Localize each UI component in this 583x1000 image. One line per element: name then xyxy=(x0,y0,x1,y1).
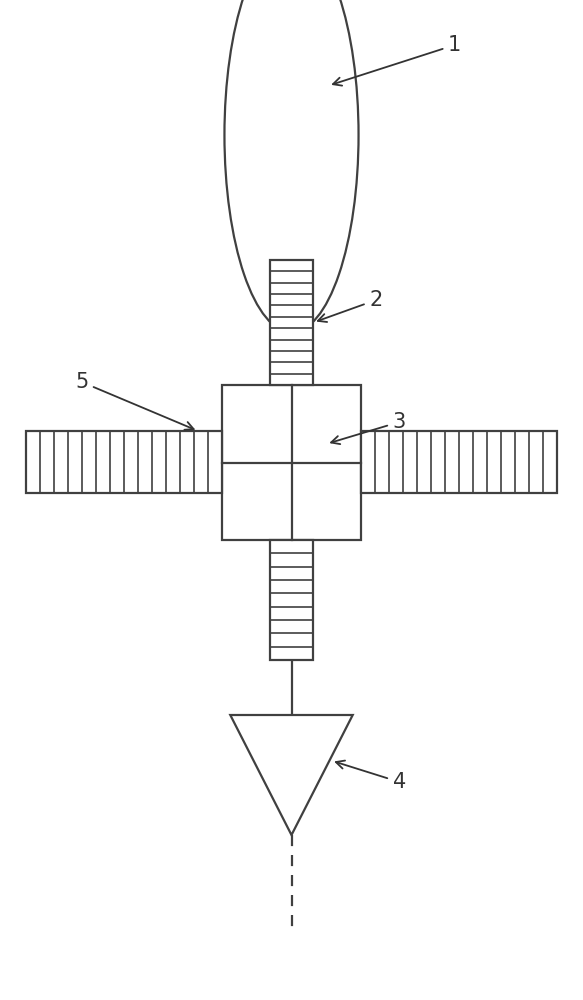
Bar xyxy=(361,431,557,493)
Text: 5: 5 xyxy=(75,372,194,430)
Bar xyxy=(269,540,313,660)
Polygon shape xyxy=(230,715,353,835)
Ellipse shape xyxy=(224,0,359,332)
Bar xyxy=(222,385,361,540)
Bar xyxy=(269,260,313,385)
Text: 1: 1 xyxy=(333,35,461,86)
Text: 4: 4 xyxy=(336,761,406,792)
Bar xyxy=(26,431,222,493)
Text: 3: 3 xyxy=(331,412,406,444)
Text: 2: 2 xyxy=(318,290,382,322)
